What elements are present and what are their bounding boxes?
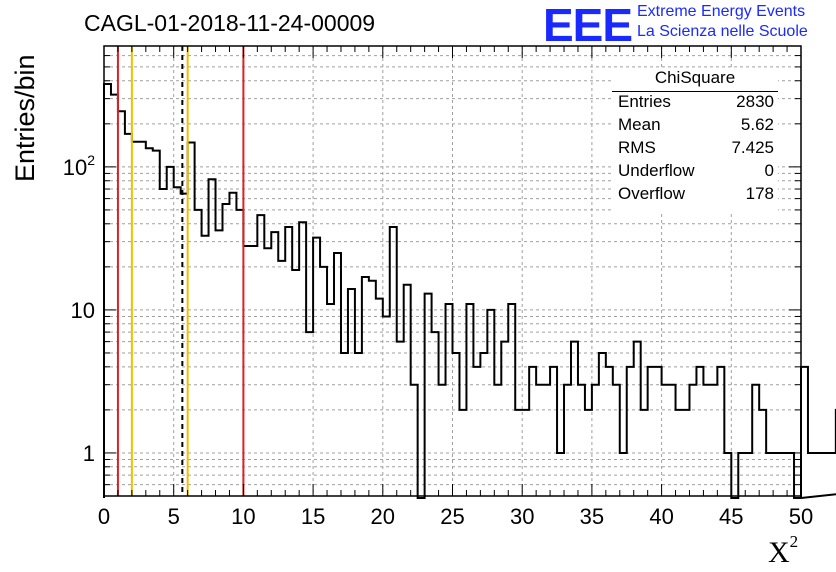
reference-lines: [116, 46, 245, 496]
brand-line-2: La Scienza nelle Scuole: [637, 23, 808, 40]
stats-label: Underflow: [618, 161, 695, 180]
eee-logo: EEE: [543, 0, 633, 51]
x-tick-label: 35: [580, 504, 604, 529]
x-tick-label: 45: [719, 504, 743, 529]
stats-value: 0: [764, 161, 774, 180]
stats-value: 5.62: [740, 115, 774, 134]
stats-label: Entries: [618, 92, 671, 111]
x-axis-label: X2: [768, 532, 798, 570]
x-axis-label-base: X: [768, 536, 790, 569]
histogram-series: [103, 82, 836, 499]
brand-line-1: Extreme Energy Events: [637, 3, 806, 20]
x-tick-label: 20: [371, 504, 395, 529]
x-tick-label: 40: [649, 504, 673, 529]
histogram-line: [103, 82, 836, 499]
stats-value: 7.425: [731, 138, 774, 157]
axis-ticks: [103, 45, 802, 497]
stats-value: 178: [745, 184, 774, 203]
x-tick-label: 5: [168, 504, 180, 529]
stats-box: ChiSquare Entries 2830 Mean 5.62 RMS 7.425 …: [612, 68, 778, 212]
x-tick-label: 50: [789, 504, 813, 529]
stats-box-title: ChiSquare: [654, 68, 736, 87]
x-tick-label: 10: [231, 504, 255, 529]
x-tick-label: 0: [98, 504, 110, 529]
tick-labels: 0 5 10 15 20 25 30 35 40 45 50 1 10 102: [63, 152, 814, 529]
x-tick-label: 15: [301, 504, 325, 529]
y-axis-label: Entries/bin: [10, 54, 40, 182]
x-tick-label: 30: [510, 504, 534, 529]
stats-label: Mean: [618, 115, 661, 134]
stats-label: RMS: [618, 138, 656, 157]
y-tick-label: 102: [63, 152, 95, 180]
x-axis-label-exponent: 2: [789, 532, 799, 551]
y-tick-label: 10: [71, 298, 95, 323]
y-axis-label-wrap: Entries/bin: [2, 54, 42, 190]
x-tick-label: 25: [440, 504, 464, 529]
stats-label: Overflow: [618, 184, 686, 203]
stats-value: 2830: [736, 92, 774, 111]
stats-box-divider: [612, 91, 778, 92]
chart-title: CAGL-01-2018-11-24-00009: [84, 10, 376, 36]
y-tick-label: 1: [83, 441, 95, 466]
